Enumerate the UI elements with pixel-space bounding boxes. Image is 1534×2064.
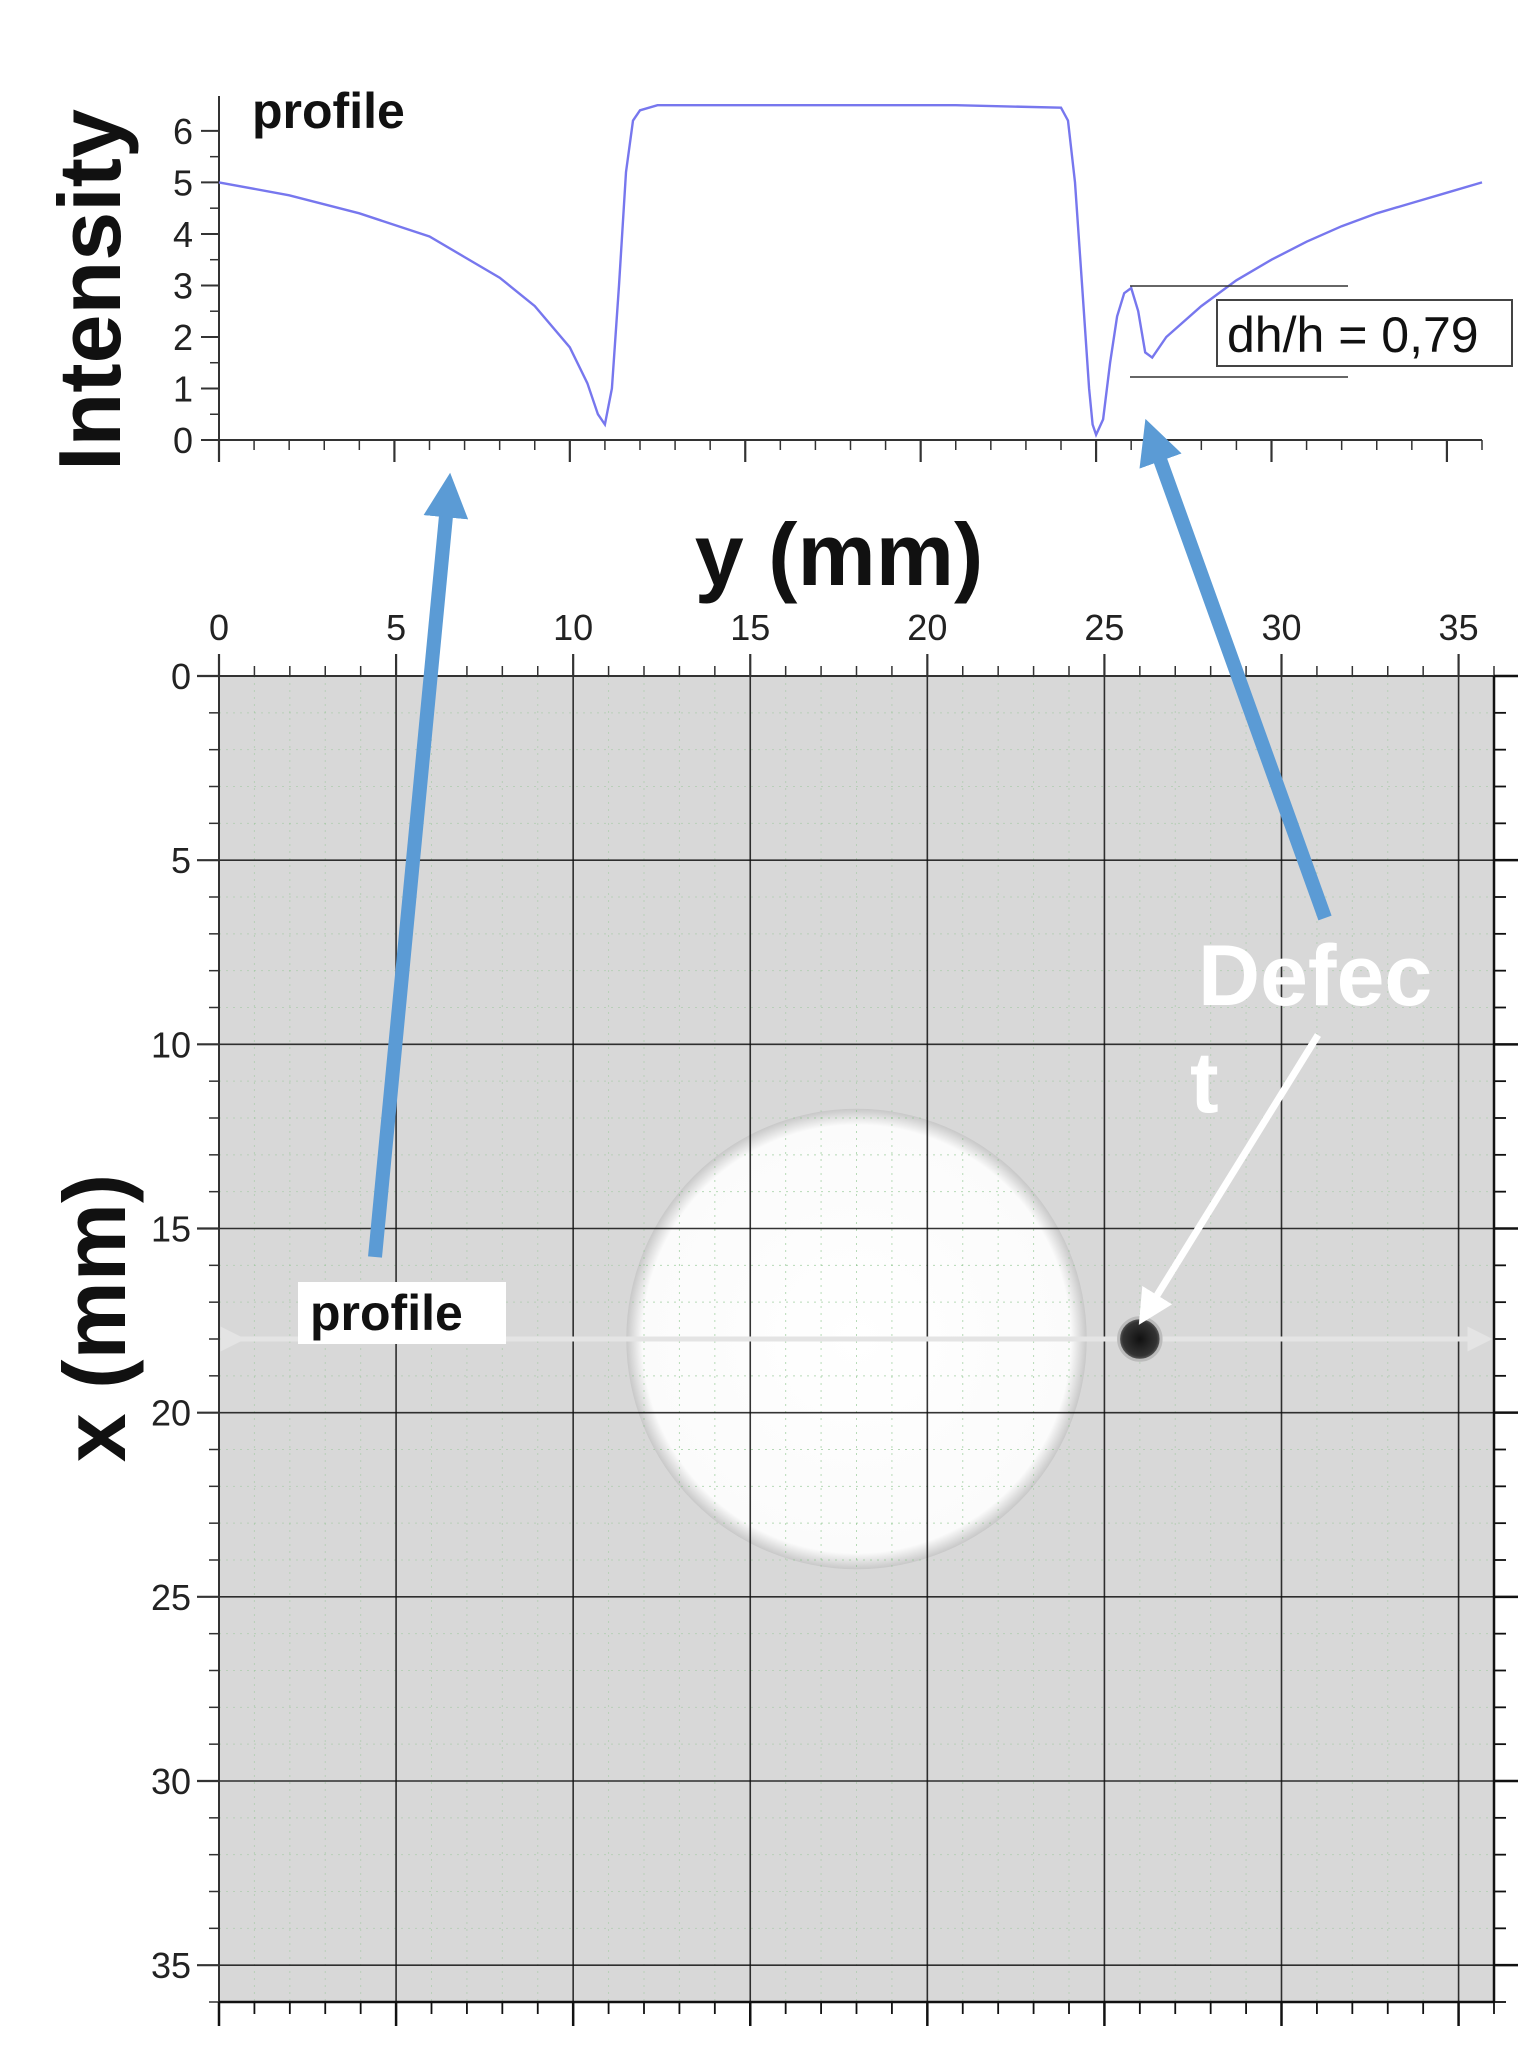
map-top-x-axis: 0 5 10 15 20 25 30 35 <box>209 607 1495 677</box>
map-profile-label-box <box>298 1282 506 1344</box>
profile-y-tick-label: 4 <box>173 214 193 255</box>
profile-y-axis: 0 1 2 3 4 5 6 <box>173 96 220 461</box>
left-link-arrow <box>368 472 469 1258</box>
map-y-tick-label: 0 <box>171 656 191 697</box>
profile-x-axis <box>217 439 1483 462</box>
right-link-arrow <box>1139 418 1332 921</box>
map-major-grid <box>219 676 1494 2002</box>
map-x-axis-title: y (mm) <box>695 505 984 604</box>
defect-label-line-2: t <box>1190 1035 1219 1131</box>
profile-y-tick-label: 5 <box>173 162 193 203</box>
map-y-tick-label: 15 <box>151 1209 191 1250</box>
profile-y-tick-label: 3 <box>173 265 193 306</box>
map-y-tick-label: 35 <box>151 1945 191 1986</box>
map-minor-grid-over-disk <box>626 1108 1087 1570</box>
map-x-tick-label: 0 <box>209 607 229 648</box>
profile-y-tick-label: 1 <box>173 368 193 409</box>
map-y-tick-label: 5 <box>171 840 191 881</box>
profile-y-tick-label: 6 <box>173 111 193 152</box>
map-left-y-axis: 0 5 10 15 20 25 30 35 <box>151 656 220 2003</box>
defect-pointer-arrow <box>1138 1033 1321 1325</box>
map-y-tick-label: 30 <box>151 1761 191 1802</box>
map-y-axis-title: x (mm) <box>45 1174 144 1463</box>
map-x-tick-label: 15 <box>730 607 770 648</box>
map-y-tick-label: 10 <box>151 1024 191 1065</box>
defect-spot <box>1117 1316 1163 1362</box>
dh-ratio-box <box>1216 299 1513 367</box>
map-x-tick-label: 35 <box>1439 607 1479 648</box>
map-right-ticks <box>1492 674 1518 2003</box>
map-x-tick-label: 20 <box>907 607 947 648</box>
defect-label-line-1: Defec <box>1198 928 1432 1024</box>
map-profile-label: profile <box>310 1285 463 1341</box>
profile-y-axis-title: Intensity <box>40 109 139 471</box>
profile-panel-label: profile <box>252 83 405 139</box>
map-bottom-ticks <box>217 2000 1495 2026</box>
map-y-tick-label: 20 <box>151 1393 191 1434</box>
dh-ratio-label: dh/h = 0,79 <box>1227 307 1479 363</box>
map-chart: 0 5 10 15 20 25 30 35 0 5 10 15 20 25 30 35 x (mm) pro… <box>45 607 1518 2026</box>
profile-chart: 0 1 2 3 4 5 6 profile Intensity dh/h = 0,79 <box>40 83 1513 471</box>
profile-y-tick-label: 0 <box>173 420 193 461</box>
profile-series-line <box>218 104 1483 439</box>
map-y-tick-label: 25 <box>151 1577 191 1618</box>
map-x-tick-label: 5 <box>386 607 406 648</box>
profile-y-tick-label: 2 <box>173 317 193 358</box>
map-x-tick-label: 30 <box>1261 607 1301 648</box>
map-x-tick-label: 10 <box>553 607 593 648</box>
map-x-tick-label: 25 <box>1084 607 1124 648</box>
